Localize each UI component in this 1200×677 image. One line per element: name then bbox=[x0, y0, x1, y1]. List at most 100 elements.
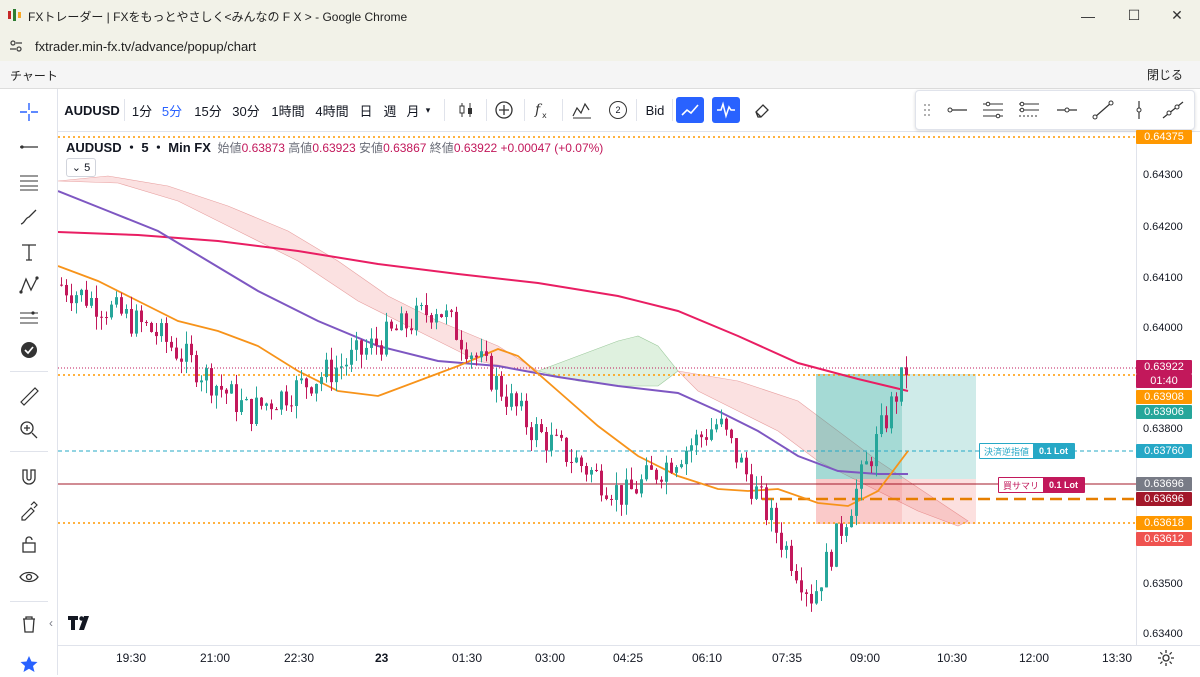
interval-15m[interactable]: 15分 bbox=[194, 103, 222, 119]
change-value: +0.00047 (+0.07%) bbox=[500, 141, 604, 155]
candle-body bbox=[865, 461, 868, 465]
interval-1h[interactable]: 1時間 bbox=[271, 103, 305, 119]
interval-dropdown-icon[interactable]: ▾ bbox=[425, 104, 431, 115]
trend-line-icon[interactable] bbox=[14, 134, 44, 160]
candle-body bbox=[805, 592, 808, 594]
interval-1m[interactable]: 1分 bbox=[131, 103, 153, 119]
candle-body bbox=[245, 398, 248, 401]
fib-levels-icon[interactable] bbox=[978, 96, 1008, 124]
close-value: 0.63922 bbox=[453, 141, 498, 155]
candle-body bbox=[405, 313, 408, 329]
stop-order-text: 決済逆指値 bbox=[984, 446, 1030, 457]
zoom-in-icon[interactable] bbox=[14, 417, 44, 443]
site-info-icon[interactable] bbox=[8, 38, 24, 54]
candle-body bbox=[620, 485, 623, 505]
candle-body bbox=[830, 551, 833, 567]
favorites-star-icon[interactable] bbox=[14, 651, 44, 677]
candle-body bbox=[770, 507, 773, 521]
window-title: FXトレーダー | FXをもっとやさしく<みんなの F X > - Google… bbox=[28, 10, 408, 24]
prediction-icon[interactable] bbox=[14, 305, 44, 331]
indicator-templates-icon[interactable] bbox=[568, 97, 596, 123]
stop-order-label[interactable]: 決済逆指値 0.1 Lot bbox=[979, 443, 1076, 459]
interval-5m[interactable]: 5分 bbox=[161, 103, 183, 119]
interval-week[interactable]: 週 bbox=[383, 103, 397, 119]
text-tool-icon[interactable] bbox=[14, 239, 44, 265]
lock-drawing-icon[interactable] bbox=[14, 497, 44, 523]
close-window-button[interactable]: ✕ bbox=[1171, 7, 1183, 23]
low-value: 0.63867 bbox=[383, 141, 427, 155]
toolbar-divider bbox=[124, 99, 125, 121]
clear-drawings-icon[interactable] bbox=[748, 97, 776, 123]
interval-30m[interactable]: 30分 bbox=[232, 103, 260, 119]
candle-body bbox=[740, 457, 743, 463]
time-tick: 03:00 bbox=[535, 651, 566, 665]
collapse-sidebar-chevron-icon[interactable]: ‹ bbox=[49, 616, 53, 630]
candle-body bbox=[610, 498, 613, 500]
crosshair-icon[interactable] bbox=[14, 99, 44, 125]
candle-body bbox=[860, 464, 863, 489]
pattern-icon[interactable] bbox=[14, 272, 44, 298]
candle-body bbox=[530, 427, 533, 441]
price-axis-border bbox=[1136, 131, 1137, 645]
candle-body bbox=[200, 380, 203, 383]
collapse-indicators-button[interactable]: ⌄ 5 bbox=[66, 158, 96, 177]
url-text[interactable]: fxtrader.min-fx.tv/advance/popup/chart bbox=[35, 39, 257, 54]
time-tick: 13:30 bbox=[1102, 651, 1133, 665]
diagonal-line-icon[interactable] bbox=[1088, 96, 1118, 124]
candlestick-series bbox=[60, 277, 908, 612]
tradingview-logo-icon[interactable] bbox=[63, 609, 97, 637]
indicator-count-badge[interactable]: 2 bbox=[604, 97, 632, 123]
candle-body bbox=[310, 387, 313, 394]
maximize-button[interactable]: ☐ bbox=[1127, 7, 1141, 23]
chart-settings-gear-icon[interactable] bbox=[1156, 648, 1176, 668]
horizontal-ray-icon[interactable] bbox=[942, 96, 972, 124]
trade-chart-icon[interactable] bbox=[676, 97, 704, 123]
toolbar-divider bbox=[486, 99, 487, 121]
open-label: 始値 bbox=[217, 141, 242, 155]
price-chart[interactable] bbox=[58, 131, 1136, 645]
channel-icon[interactable] bbox=[1014, 96, 1044, 124]
check-circle-icon[interactable] bbox=[14, 337, 44, 363]
candle-body bbox=[585, 466, 588, 475]
candle-body bbox=[155, 331, 158, 337]
drag-handle-icon[interactable] bbox=[920, 96, 934, 124]
brush-icon[interactable] bbox=[14, 204, 44, 230]
close-chart-button[interactable]: 閉じる bbox=[1146, 67, 1183, 82]
magnet-icon[interactable] bbox=[14, 464, 44, 490]
candle-body bbox=[700, 434, 703, 438]
candle-body bbox=[555, 434, 558, 436]
candle-body bbox=[415, 305, 418, 331]
candlestick-type-icon[interactable] bbox=[452, 97, 480, 123]
ema-orange-line bbox=[58, 265, 909, 507]
interval-day[interactable]: 日 bbox=[359, 103, 373, 119]
candle-body bbox=[160, 323, 163, 337]
candle-body bbox=[85, 289, 88, 306]
interval-4h[interactable]: 4時間 bbox=[315, 103, 349, 119]
candle-body bbox=[525, 400, 528, 428]
trash-icon[interactable] bbox=[14, 611, 44, 637]
extended-line-icon[interactable] bbox=[1158, 96, 1188, 124]
interval-month[interactable]: 月 bbox=[406, 103, 420, 119]
symbol-selector[interactable]: AUDUSD bbox=[64, 102, 120, 118]
candle-body bbox=[280, 391, 283, 410]
horizontal-line-icon[interactable] bbox=[1052, 96, 1082, 124]
position-label[interactable]: 買サマリ 0.1 Lot bbox=[998, 477, 1086, 493]
price-tick: 0.64000 bbox=[1143, 322, 1183, 334]
high-label: 高値 bbox=[288, 141, 313, 155]
candle-body bbox=[425, 305, 428, 316]
app-favicon-icon bbox=[8, 9, 21, 21]
position-avg-tag: 0.63696 bbox=[1136, 477, 1192, 491]
candle-body bbox=[300, 378, 303, 381]
eye-icon[interactable] bbox=[14, 564, 44, 590]
unlock-icon[interactable] bbox=[14, 531, 44, 557]
price-type-bid[interactable]: Bid bbox=[645, 102, 665, 118]
fib-retracement-icon[interactable] bbox=[14, 169, 44, 195]
order-panel-icon[interactable] bbox=[712, 97, 740, 123]
vertical-line-icon[interactable] bbox=[1124, 96, 1154, 124]
minimize-button[interactable]: — bbox=[1081, 7, 1095, 24]
ruler-icon[interactable] bbox=[14, 383, 44, 409]
candle-body bbox=[565, 437, 568, 462]
candle-body bbox=[785, 545, 788, 550]
add-compare-icon[interactable] bbox=[490, 97, 518, 123]
